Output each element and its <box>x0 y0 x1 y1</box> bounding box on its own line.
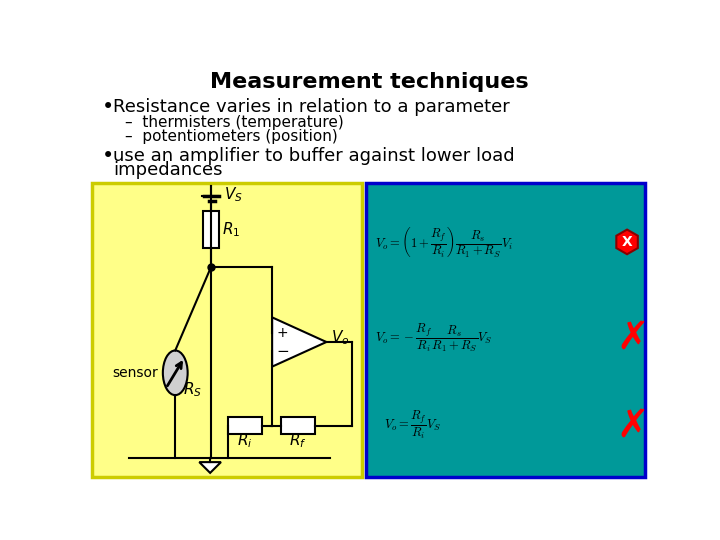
Bar <box>366 183 645 477</box>
Bar <box>92 183 362 477</box>
Text: $V_o = -\dfrac{R_f}{R_i}\dfrac{R_s}{R_1+R_S}V_S$: $V_o = -\dfrac{R_f}{R_i}\dfrac{R_s}{R_1+… <box>375 322 492 354</box>
Text: $R_f$: $R_f$ <box>289 431 307 450</box>
Polygon shape <box>616 230 638 254</box>
Polygon shape <box>272 318 326 367</box>
Text: $V_o = \left(1+\dfrac{R_f}{R_i}\right)\dfrac{R_s}{R_1+R_S}V_i$: $V_o = \left(1+\dfrac{R_f}{R_i}\right)\d… <box>375 225 513 259</box>
Text: ✗: ✗ <box>616 406 649 444</box>
Bar <box>281 417 315 434</box>
Text: impedances: impedances <box>113 161 222 179</box>
Text: $V_o$: $V_o$ <box>331 328 349 347</box>
Text: $R_S$: $R_S$ <box>183 380 202 399</box>
Text: use an amplifier to buffer against lower load: use an amplifier to buffer against lower… <box>113 147 515 165</box>
Text: $R_1$: $R_1$ <box>222 220 240 239</box>
Text: sensor: sensor <box>112 366 158 380</box>
Text: –  thermisters (temperature): – thermisters (temperature) <box>125 115 343 130</box>
Text: +: + <box>276 326 289 340</box>
Text: Measurement techniques: Measurement techniques <box>210 72 528 92</box>
Text: •: • <box>102 97 114 117</box>
Text: •: • <box>102 146 114 166</box>
Text: $V_o = \dfrac{R_f}{R_i}V_S$: $V_o = \dfrac{R_f}{R_i}V_S$ <box>384 409 442 441</box>
Text: Resistance varies in relation to a parameter: Resistance varies in relation to a param… <box>113 98 510 116</box>
Text: X: X <box>621 235 632 249</box>
Text: $V_S$: $V_S$ <box>224 185 243 204</box>
Text: −: − <box>276 344 289 359</box>
Bar <box>228 417 262 434</box>
Ellipse shape <box>163 350 188 395</box>
Text: $R_i$: $R_i$ <box>238 431 253 450</box>
Bar <box>203 211 219 248</box>
Polygon shape <box>199 462 221 473</box>
Text: ✗: ✗ <box>616 319 649 357</box>
Text: –  potentiometers (position): – potentiometers (position) <box>125 129 338 144</box>
